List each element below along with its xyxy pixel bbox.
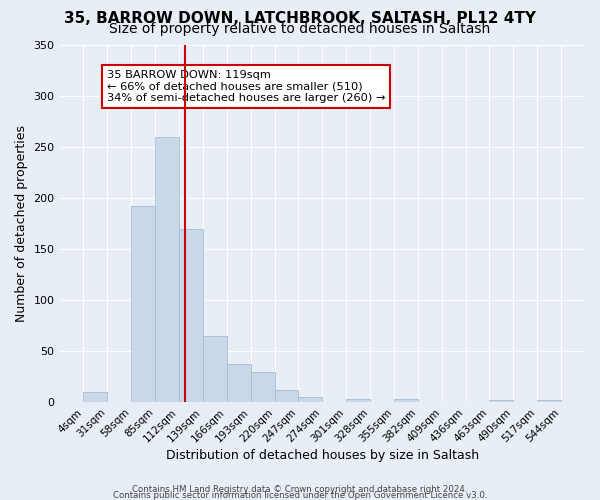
Bar	[251, 372, 275, 402]
Bar	[179, 228, 203, 402]
Y-axis label: Number of detached properties: Number of detached properties	[15, 125, 28, 322]
Text: Size of property relative to detached houses in Saltash: Size of property relative to detached ho…	[109, 22, 491, 36]
Text: 35 BARROW DOWN: 119sqm
← 66% of detached houses are smaller (510)
34% of semi-de: 35 BARROW DOWN: 119sqm ← 66% of detached…	[107, 70, 385, 103]
Bar	[346, 399, 370, 402]
Bar	[394, 399, 418, 402]
Bar	[537, 400, 561, 402]
Bar	[227, 364, 251, 402]
Text: 35, BARROW DOWN, LATCHBROOK, SALTASH, PL12 4TY: 35, BARROW DOWN, LATCHBROOK, SALTASH, PL…	[64, 11, 536, 26]
Text: Contains public sector information licensed under the Open Government Licence v3: Contains public sector information licen…	[113, 490, 487, 500]
Bar	[298, 397, 322, 402]
Bar	[490, 400, 514, 402]
Bar	[203, 336, 227, 402]
Bar	[275, 390, 298, 402]
Bar	[155, 137, 179, 402]
Bar	[131, 206, 155, 402]
Bar	[83, 392, 107, 402]
Text: Contains HM Land Registry data © Crown copyright and database right 2024.: Contains HM Land Registry data © Crown c…	[132, 484, 468, 494]
X-axis label: Distribution of detached houses by size in Saltash: Distribution of detached houses by size …	[166, 450, 479, 462]
